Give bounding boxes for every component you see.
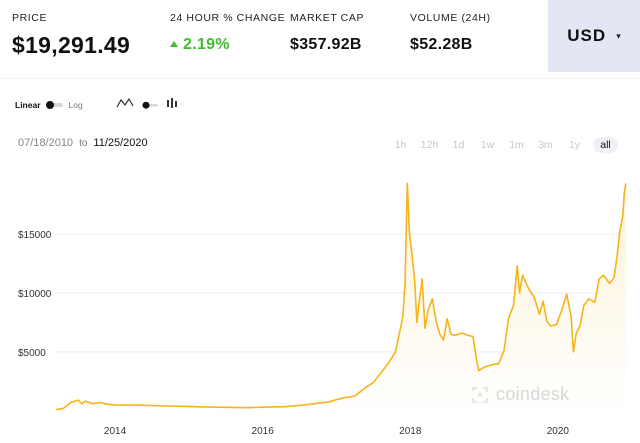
change-value-row: 2.19% bbox=[170, 36, 285, 54]
x-tick-label: 2020 bbox=[547, 426, 570, 437]
range-1d-button[interactable]: 1d bbox=[452, 139, 465, 151]
price-value: $19,291.49 bbox=[12, 32, 131, 58]
y-tick-label: $5000 bbox=[18, 348, 46, 359]
range-1y-button[interactable]: 1y bbox=[568, 139, 581, 151]
price-area-fill bbox=[56, 183, 626, 419]
header-divider bbox=[0, 78, 640, 79]
currency-selector[interactable]: USD ▾ bbox=[548, 0, 640, 72]
range-1w-button[interactable]: 1w bbox=[480, 139, 495, 151]
price-label: PRICE bbox=[12, 12, 48, 24]
price-stat: PRICE $19,291.49 bbox=[12, 12, 130, 59]
range-3m-button[interactable]: 3m bbox=[538, 139, 553, 151]
change-stat: 24 HOUR % CHANGE 2.19% bbox=[170, 12, 285, 54]
change-label: 24 HOUR % CHANGE bbox=[170, 12, 286, 24]
marketcap-stat: MARKET CAP $357.92B bbox=[290, 12, 364, 54]
chevron-down-icon: ▾ bbox=[616, 30, 621, 41]
watermark-text: coindesk bbox=[496, 384, 570, 404]
y-tick-label: $15000 bbox=[18, 230, 52, 241]
line-chart-icon[interactable] bbox=[116, 96, 134, 114]
change-value: 2.19% bbox=[183, 36, 230, 53]
marketcap-value: $357.92B bbox=[290, 36, 362, 53]
chart-type-selector bbox=[116, 96, 186, 114]
range-12h-button[interactable]: 12h bbox=[420, 139, 439, 151]
price-series-line bbox=[55, 182, 627, 411]
currency-value: USD bbox=[567, 26, 607, 45]
scale-switch[interactable] bbox=[45, 101, 63, 109]
stats-header: PRICE $19,291.49 24 HOUR % CHANGE 2.19% … bbox=[0, 0, 640, 72]
range-buttons: 1h 12h 1d 1w 1m 3m 1y all bbox=[386, 137, 618, 153]
date-to[interactable]: 11/25/2020 bbox=[93, 137, 148, 149]
toggle-icon[interactable] bbox=[142, 96, 158, 114]
volume-stat: VOLUME (24H) $52.28B bbox=[410, 12, 491, 54]
range-1m-button[interactable]: 1m bbox=[509, 139, 524, 151]
coindesk-watermark: coindesk bbox=[470, 384, 569, 405]
price-chart[interactable]: $5000 $10000 $15000 2014 2016 2018 2020 bbox=[0, 160, 640, 443]
y-tick-label: $10000 bbox=[18, 289, 52, 300]
x-tick-label: 2016 bbox=[252, 426, 275, 437]
x-tick-label: 2014 bbox=[104, 426, 127, 437]
volume-value: $52.28B bbox=[410, 36, 473, 53]
marketcap-label: MARKET CAP bbox=[290, 12, 365, 24]
scale-toggle[interactable]: Linear Log bbox=[15, 100, 83, 110]
date-to-label: to bbox=[79, 138, 88, 149]
date-range[interactable]: 07/18/2010 to 11/25/2020 bbox=[18, 137, 148, 149]
scale-linear-label[interactable]: Linear bbox=[15, 100, 41, 110]
date-from[interactable]: 07/18/2010 bbox=[18, 137, 74, 149]
scale-log-label[interactable]: Log bbox=[68, 100, 83, 110]
volume-label: VOLUME (24H) bbox=[410, 12, 491, 24]
coindesk-logo-icon bbox=[471, 386, 489, 403]
switch-knob bbox=[45, 101, 54, 109]
range-all-button[interactable]: all bbox=[593, 137, 618, 153]
x-tick-label: 2018 bbox=[399, 426, 422, 437]
candlestick-icon[interactable] bbox=[166, 96, 178, 114]
up-arrow-icon bbox=[170, 41, 178, 47]
range-1h-button[interactable]: 1h bbox=[394, 139, 407, 151]
